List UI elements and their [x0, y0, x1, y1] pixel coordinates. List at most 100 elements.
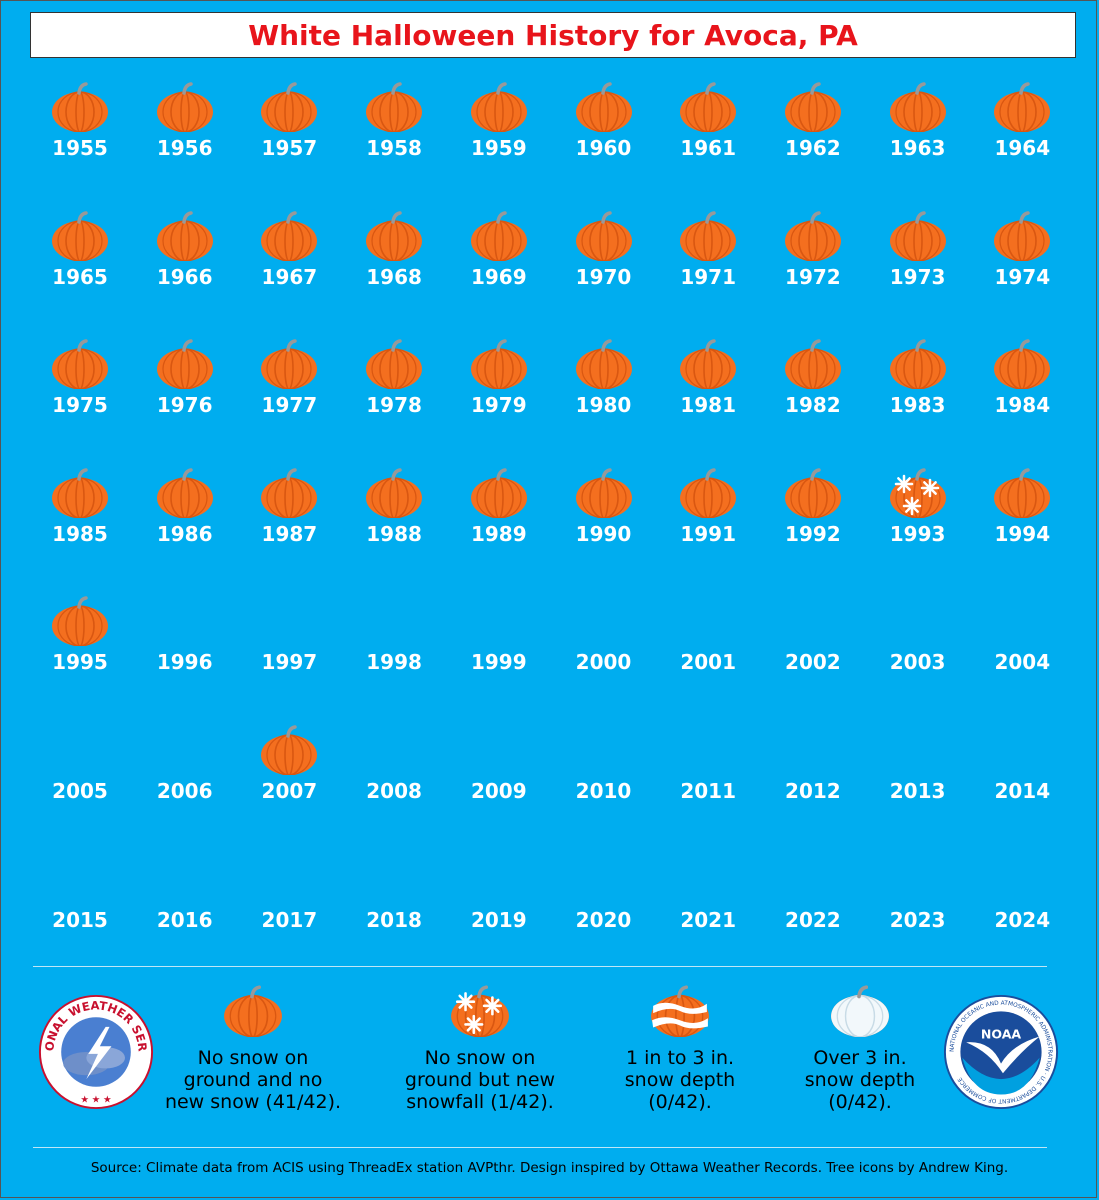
year-label: 1994 [994, 521, 1051, 546]
year-label: 1973 [889, 264, 946, 289]
year-label: 2023 [889, 907, 946, 932]
pumpkin-icon [52, 596, 108, 647]
year-cell-1974: 1974 [970, 210, 1074, 339]
pumpkin-icon [366, 210, 423, 261]
year-label: 1965 [52, 264, 108, 289]
year-label: 1988 [366, 521, 422, 546]
bottom-divider [33, 1147, 1047, 1148]
year-cell-1990: 1990 [552, 468, 656, 596]
year-cell-1972: 1972 [761, 210, 865, 339]
pumpkin-icon [994, 468, 1051, 518]
year-label: 2011 [680, 779, 737, 803]
pumpkin-icon [575, 468, 632, 518]
year-label: 1992 [785, 521, 841, 546]
year-cell-1968: 1968 [342, 210, 446, 339]
year-cell-1969: 1969 [447, 210, 551, 339]
pumpkin-icon [52, 210, 108, 261]
year-label: 2024 [994, 907, 1051, 932]
year-cell-2000: 2000 [552, 596, 656, 724]
year-cell-1971: 1971 [656, 210, 760, 339]
year-cell-1993: 1993 [866, 468, 970, 596]
year-cell-1964: 1964 [970, 82, 1074, 210]
year-label: 1987 [261, 521, 318, 546]
year-label: 1963 [889, 136, 946, 160]
year-cell-2020: 2020 [552, 854, 656, 982]
pumpkin-icon [994, 210, 1051, 261]
year-cell-1984: 1984 [970, 339, 1074, 467]
year-cell-1985: 1985 [28, 468, 132, 596]
pumpkin-icon [261, 82, 318, 132]
year-label: 2017 [261, 907, 318, 932]
year-label: 1967 [261, 264, 318, 289]
pumpkin-icon [366, 339, 423, 390]
year-cell-2005: 2005 [28, 725, 132, 853]
year-cell-1963: 1963 [866, 82, 970, 210]
year-cell-1996: 1996 [133, 596, 237, 724]
year-label: 1971 [680, 264, 737, 289]
year-label: 1986 [156, 521, 213, 546]
legend-item-no_snow: No snow on ground and no new snow (41/42… [143, 985, 363, 1113]
year-label: 1979 [470, 393, 527, 418]
year-cell-2024: 2024 [970, 854, 1074, 982]
year-label: 2020 [575, 907, 632, 932]
pumpkin-icon [889, 210, 946, 261]
pumpkin-icon [366, 468, 423, 518]
year-grid: 1955 1956 1957 1958 1959 1960 1961 1962 1963 1964… [28, 82, 1074, 932]
year-label: 2018 [366, 907, 422, 932]
year-cell-2002: 2002 [761, 596, 865, 724]
pumpkin-icon [156, 82, 213, 132]
year-label: 1991 [680, 521, 737, 546]
year-label: 1985 [52, 521, 108, 546]
pumpkin-icon [470, 468, 527, 518]
pumpkin-icon [470, 210, 527, 261]
year-label: 2014 [994, 779, 1051, 803]
pumpkin-icon [575, 82, 632, 132]
year-label: 1958 [366, 136, 422, 160]
year-label: 1980 [575, 393, 632, 418]
year-cell-1999: 1999 [447, 596, 551, 724]
legend-item-new_snowfall: No snow on ground but new snowfall (1/42… [370, 985, 590, 1113]
legend-item-snow_1_3: 1 in to 3 in. snow depth (0/42). [570, 985, 790, 1113]
year-label: 2010 [575, 779, 632, 803]
pumpkin-icon [994, 82, 1051, 132]
year-label: 1996 [156, 650, 213, 675]
year-label: 2008 [366, 779, 422, 803]
pumpkin-icon [261, 210, 318, 261]
year-cell-1966: 1966 [133, 210, 237, 339]
year-label: 1999 [470, 650, 527, 675]
year-label: 1978 [366, 393, 422, 418]
snowflake-pumpkin-icon [451, 985, 509, 1037]
year-label: 1977 [261, 393, 318, 418]
year-label: 1964 [994, 136, 1051, 160]
year-cell-2010: 2010 [552, 725, 656, 853]
pumpkin-icon [889, 339, 946, 390]
svg-text:★ ★ ★: ★ ★ ★ [80, 1094, 112, 1105]
year-cell-1956: 1956 [133, 82, 237, 210]
year-label: 1962 [785, 136, 841, 160]
year-cell-1982: 1982 [761, 339, 865, 467]
year-label: 2013 [889, 779, 946, 803]
year-label: 1961 [680, 136, 737, 160]
year-label: 1975 [52, 393, 108, 418]
year-label: 1956 [156, 136, 213, 160]
year-cell-2006: 2006 [133, 725, 237, 853]
snow-covered-pumpkin-icon [831, 985, 889, 1037]
year-cell-1991: 1991 [656, 468, 760, 596]
year-label: 2021 [680, 907, 737, 932]
year-cell-2004: 2004 [970, 596, 1074, 724]
year-label: 1955 [52, 136, 108, 160]
year-label: 1983 [889, 393, 946, 418]
year-cell-2012: 2012 [761, 725, 865, 853]
year-cell-1973: 1973 [866, 210, 970, 339]
year-label: 2000 [575, 650, 632, 675]
pumpkin-icon [366, 82, 423, 132]
year-cell-1997: 1997 [237, 596, 341, 724]
pumpkin-icon [52, 82, 108, 132]
year-label: 1969 [470, 264, 527, 289]
year-cell-1961: 1961 [656, 82, 760, 210]
pumpkin-icon [470, 82, 527, 132]
chart-title: White Halloween History for Avoca, PA [248, 18, 858, 52]
year-cell-2015: 2015 [28, 854, 132, 982]
pumpkin-icon [156, 210, 213, 261]
